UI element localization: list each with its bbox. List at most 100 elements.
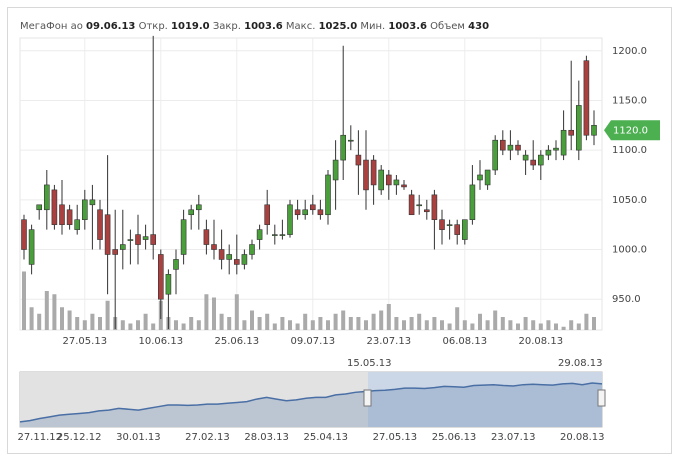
volume-bar	[409, 317, 414, 330]
volume-bar	[60, 307, 64, 330]
candle-body	[196, 204, 202, 211]
volume-bar	[576, 323, 581, 330]
x-tick-label: 27.05.13	[63, 336, 108, 347]
candle-body	[294, 209, 301, 216]
volume-bar	[356, 317, 361, 330]
candle-body	[28, 229, 35, 265]
navigator-selection[interactable]	[368, 372, 602, 427]
candle-body	[104, 214, 111, 255]
candle-body	[74, 219, 80, 230]
candle-body	[309, 204, 316, 211]
volume-bar	[569, 320, 574, 330]
y-tick-label: 950.0	[612, 294, 641, 305]
header-label: Откр.	[139, 21, 168, 32]
navigator-handle[interactable]	[363, 389, 372, 407]
candle-body	[461, 219, 468, 240]
candle-body	[112, 249, 118, 255]
candle-body	[439, 219, 445, 230]
x-tick-label: 09.07.13	[291, 336, 336, 347]
y-tick-label: 1050.0	[612, 195, 647, 206]
candle-body	[241, 254, 248, 265]
candle-body	[180, 219, 187, 255]
navigator-tick-label: 27.11.12	[17, 432, 62, 443]
candle-body	[537, 154, 544, 166]
volume-bar	[538, 323, 543, 330]
candle-body	[89, 199, 96, 206]
volume-bar	[394, 317, 399, 330]
header-value: 430	[468, 21, 489, 32]
candle-body	[347, 139, 354, 142]
header-value: 1003.6	[388, 21, 427, 32]
volume-bar	[592, 317, 596, 330]
navigator-tick-label: 25.06.13	[432, 432, 477, 443]
volume-bar	[554, 323, 558, 330]
volume-bar	[136, 320, 140, 330]
navigator-tick-label: 28.03.13	[244, 432, 289, 443]
x-tick-label: 20.08.13	[519, 336, 564, 347]
navigator-tick-label: 27.05.13	[373, 432, 418, 443]
candle-body	[66, 209, 73, 225]
volume-bar	[295, 323, 300, 330]
volume-bar	[250, 310, 254, 330]
candle-body	[454, 224, 461, 235]
volume-bar	[432, 317, 437, 330]
volume-bar	[546, 320, 551, 330]
volume-bar	[318, 317, 323, 330]
volume-bar	[424, 320, 429, 330]
volume-bar	[128, 323, 133, 330]
volume-bar	[341, 310, 346, 330]
candle-body	[568, 129, 575, 136]
volume-bar	[493, 310, 498, 330]
candle-body	[515, 144, 521, 151]
candle-body	[553, 147, 559, 151]
candle-body	[332, 159, 339, 181]
volume-bar	[326, 320, 330, 330]
volume-bar	[386, 304, 391, 330]
candle-body	[135, 234, 141, 245]
volume-bar	[462, 320, 467, 330]
navigator-outside	[20, 372, 368, 427]
last-price-label: 1120.0	[613, 125, 648, 136]
volume-bar	[105, 300, 110, 330]
header-value: 1019.0	[171, 21, 210, 32]
volume-bar	[204, 294, 209, 330]
volume-bar	[265, 313, 270, 330]
header-value: 1003.6	[244, 21, 283, 32]
volume-bar	[75, 317, 80, 330]
x-tick-label: 23.07.13	[367, 336, 412, 347]
candle-body	[43, 184, 50, 211]
candle-body	[393, 179, 400, 186]
instrument: МегаФон ао	[20, 21, 83, 32]
volume-bar	[478, 313, 482, 330]
candle-body	[165, 274, 172, 295]
header-label: Макс.	[286, 21, 315, 32]
candle-body	[173, 259, 179, 270]
volume-bar	[52, 294, 57, 330]
y-tick-label: 1150.0	[612, 95, 647, 106]
candle-body	[203, 229, 210, 245]
candle-body	[522, 154, 529, 161]
navigator-handle[interactable]	[597, 389, 606, 407]
candle-body	[188, 209, 194, 216]
candle-body	[271, 234, 278, 236]
volume-bar	[584, 313, 589, 330]
navigator-tick-label: 27.02.13	[185, 432, 230, 443]
candle-body	[363, 159, 369, 191]
volume-bar	[257, 317, 262, 330]
volume-bar	[151, 323, 156, 330]
y-tick-label: 1100.0	[612, 145, 647, 156]
header-label: Мин.	[360, 21, 385, 32]
candle-body	[234, 259, 240, 265]
selection-start: 15.05.13	[347, 358, 392, 369]
volume-bar	[303, 313, 308, 330]
header: МегаФон ао 09.06.13 Откр. 1019.0 Закр. 1…	[20, 21, 489, 32]
candle-body	[385, 174, 392, 186]
candle-body	[302, 209, 309, 216]
candle-body	[36, 204, 43, 211]
candle-body	[150, 234, 156, 245]
volume-bar	[22, 271, 26, 330]
volume-bar	[455, 307, 460, 330]
candle-body	[264, 204, 271, 225]
candle-body	[408, 194, 415, 216]
header-label: Объем	[430, 21, 465, 32]
